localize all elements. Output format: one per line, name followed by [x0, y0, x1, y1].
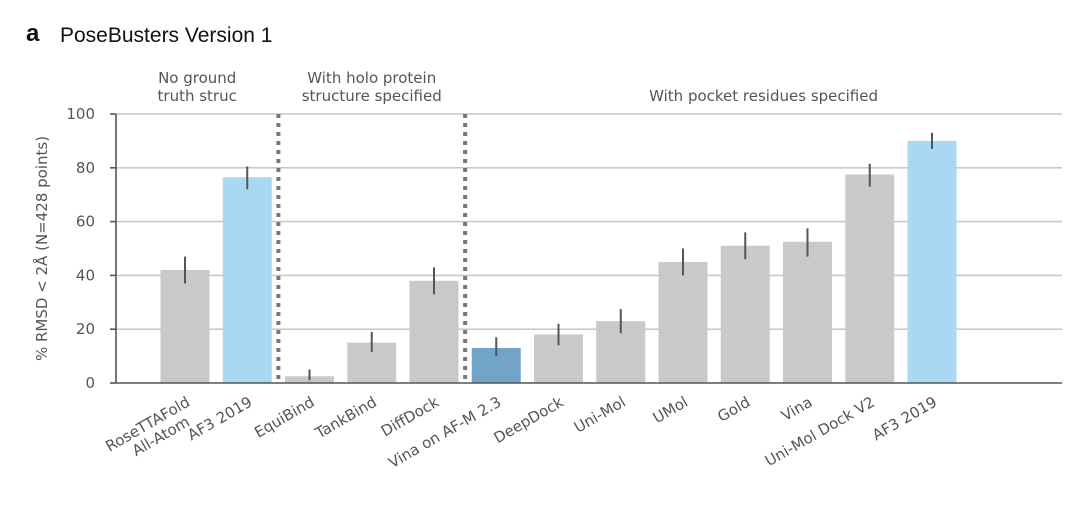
y-tick-labels: 0 20 40 60 80 100 [66, 105, 95, 392]
bar [222, 177, 272, 383]
bar [720, 245, 770, 383]
bar [845, 174, 895, 383]
y-axis-label: % RMSD < 2Å (N=428 points) [32, 136, 51, 361]
bar [783, 241, 832, 383]
y-tick-label: 0 [85, 374, 95, 392]
bar [409, 280, 459, 383]
x-tick-label: AF3 2019 [869, 393, 940, 444]
y-tick-label: 60 [76, 213, 95, 231]
axes [110, 113, 1062, 384]
panel-letter: a [26, 20, 40, 47]
x-tick-label: TankBind [311, 393, 379, 443]
bar [160, 270, 210, 383]
y-tick-label: 100 [66, 105, 95, 123]
x-tick-label: Gold [714, 393, 753, 426]
error-bars [184, 132, 933, 381]
x-tick-label: Uni-Mol [571, 393, 629, 437]
x-tick-label: UMol [650, 393, 691, 427]
y-tick-label: 20 [76, 320, 95, 338]
section-label: With pocket residues specified [649, 87, 878, 105]
y-tick-label: 40 [76, 266, 95, 284]
section-labels: No ground truth struc With holo protein str… [158, 69, 878, 105]
bar [658, 261, 708, 383]
x-tick-label: Vina [778, 393, 815, 425]
x-tick-label: Vina on AF-M 2.3 [385, 393, 504, 472]
x-tick-label: AF3 2019 [184, 393, 255, 444]
bar [907, 140, 957, 383]
x-tick-label: DeepDock [491, 393, 567, 447]
x-tick-label: Uni-Mol Dock V2 [762, 393, 878, 470]
x-tick-label: EquiBind [251, 393, 317, 442]
gridlines [116, 113, 1062, 331]
panel-title: PoseBusters Version 1 [60, 24, 272, 47]
section-label: No ground truth struc [158, 69, 237, 105]
section-label: With holo protein structure specified [302, 69, 442, 105]
y-tick-label: 80 [76, 159, 95, 177]
